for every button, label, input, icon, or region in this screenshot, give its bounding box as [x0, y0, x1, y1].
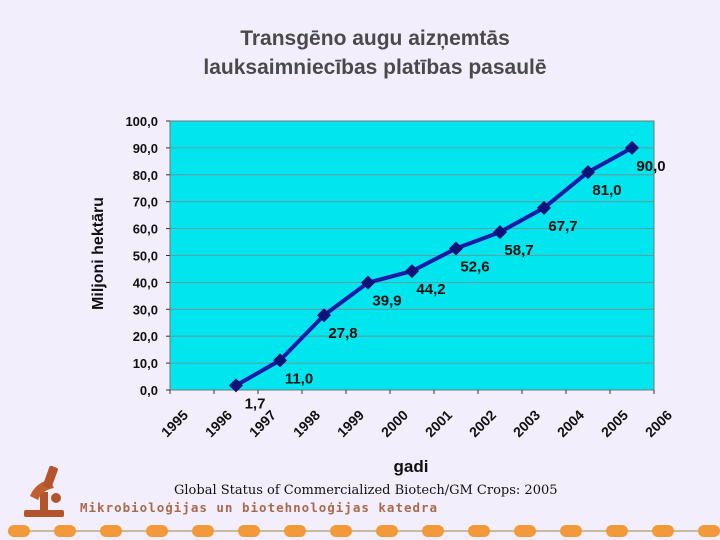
data-point: [405, 264, 419, 279]
data-label: 58,7: [504, 242, 533, 259]
y-tick-label: 100,0: [125, 114, 158, 129]
x-tick-label: 2002: [466, 407, 499, 440]
data-point: [449, 241, 463, 256]
data-point: [273, 353, 287, 368]
y-tick-label: 10,0: [133, 356, 158, 371]
x-tick-label: 2005: [598, 407, 631, 440]
bead: [514, 525, 536, 537]
x-tick-label: 2001: [422, 407, 455, 440]
bead: [560, 525, 582, 537]
microscope-logo-icon: [24, 465, 64, 517]
data-label: 52,6: [460, 259, 489, 276]
department-name: Mikrobioloģijas un biotehnoloģijas kated…: [80, 500, 439, 515]
data-point: [537, 200, 551, 215]
y-tick-label: 0,0: [140, 383, 158, 398]
bead: [468, 525, 490, 537]
y-axis-title: Miljoni hektāru: [90, 197, 107, 310]
x-tick-label: 1995: [158, 407, 191, 440]
data-label: 67,7: [548, 218, 577, 235]
y-tick-label: 90,0: [133, 141, 158, 156]
x-tick-label: 1999: [334, 407, 367, 440]
y-tick-label: 60,0: [133, 222, 158, 237]
y-tick-label: 80,0: [133, 168, 158, 183]
y-tick-label: 30,0: [133, 302, 158, 317]
bead: [192, 525, 214, 537]
bead: [376, 525, 398, 537]
x-tick-label: 2000: [378, 407, 411, 440]
data-label: 44,2: [416, 281, 445, 298]
data-label: 39,9: [372, 293, 401, 310]
bead: [698, 525, 720, 537]
data-point: [229, 378, 243, 393]
bead: [284, 525, 306, 537]
decorative-bead-border: [8, 525, 720, 537]
data-label: 27,8: [328, 325, 357, 342]
x-tick-label: 1998: [290, 407, 323, 440]
y-tick-label: 20,0: [133, 329, 158, 344]
x-tick-label: 2006: [642, 407, 675, 440]
bead: [606, 525, 628, 537]
x-tick-label: 2003: [510, 407, 543, 440]
data-point: [493, 225, 507, 240]
bead: [8, 525, 30, 537]
bead: [54, 525, 76, 537]
y-tick-label: 40,0: [133, 275, 158, 290]
bead: [238, 525, 260, 537]
x-tick-label: 1996: [202, 407, 235, 440]
chart-title: Transgēno augu aizņemtās lauksaimniecība…: [0, 24, 720, 82]
y-tick-label: 70,0: [133, 195, 158, 210]
data-label: 81,0: [592, 182, 621, 199]
source-note: Global Status of Commercialized Biotech/…: [174, 483, 558, 498]
data-point: [581, 165, 595, 180]
data-point: [625, 140, 639, 155]
data-point: [317, 308, 331, 323]
bead: [146, 525, 168, 537]
series-line: [235, 146, 633, 388]
bead: [100, 525, 122, 537]
bead: [422, 525, 444, 537]
bead: [330, 525, 352, 537]
data-label: 1,7: [245, 395, 266, 412]
bead: [652, 525, 674, 537]
x-axis-title: gadi: [394, 457, 429, 476]
y-tick-label: 50,0: [133, 249, 158, 264]
x-tick-label: 2004: [554, 407, 587, 440]
data-point: [361, 275, 375, 290]
data-label: 90,0: [636, 158, 665, 175]
data-label: 11,0: [285, 370, 313, 387]
title-line-1: Transgēno augu aizņemtās: [240, 27, 510, 50]
title-line-2: lauksaimniecības platības pasaulē: [203, 56, 547, 79]
